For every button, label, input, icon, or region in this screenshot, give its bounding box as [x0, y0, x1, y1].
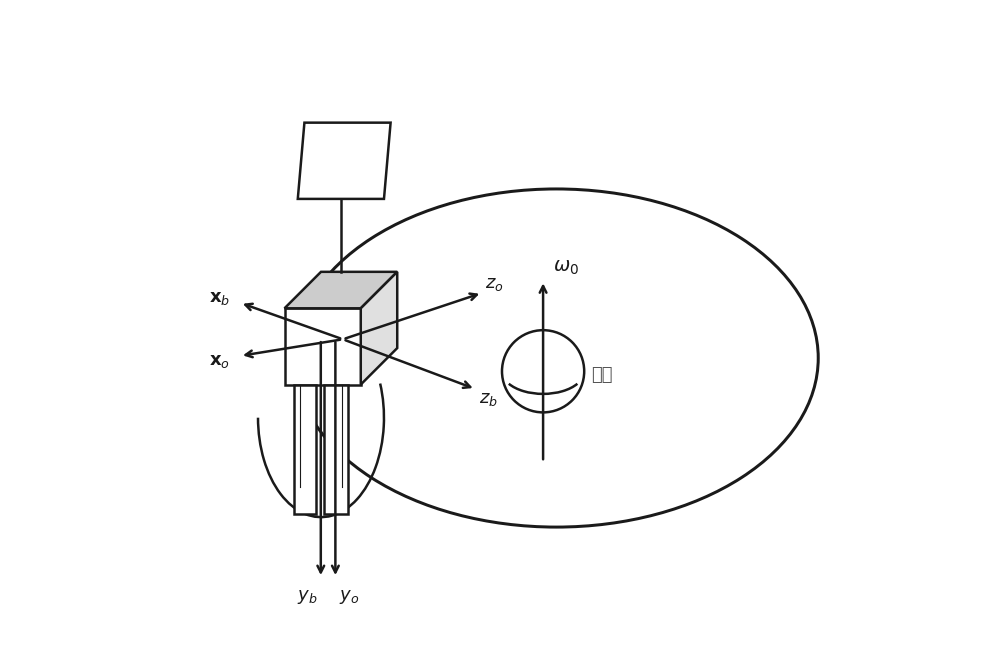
- Polygon shape: [285, 308, 361, 385]
- Text: $y_o$: $y_o$: [339, 588, 359, 606]
- Text: $z_b$: $z_b$: [479, 390, 498, 408]
- Text: $\mathbf{x}_b$: $\mathbf{x}_b$: [209, 288, 230, 306]
- Polygon shape: [324, 385, 348, 514]
- Text: $y_b$: $y_b$: [297, 588, 317, 606]
- Polygon shape: [285, 272, 397, 308]
- Text: 地球: 地球: [591, 365, 612, 384]
- Polygon shape: [298, 123, 391, 199]
- Polygon shape: [294, 385, 316, 514]
- Circle shape: [502, 330, 584, 412]
- Text: $z_o$: $z_o$: [485, 275, 504, 293]
- Text: $\omega_0$: $\omega_0$: [553, 258, 579, 277]
- Text: $\mathbf{x}_o$: $\mathbf{x}_o$: [209, 352, 230, 370]
- Polygon shape: [361, 272, 397, 385]
